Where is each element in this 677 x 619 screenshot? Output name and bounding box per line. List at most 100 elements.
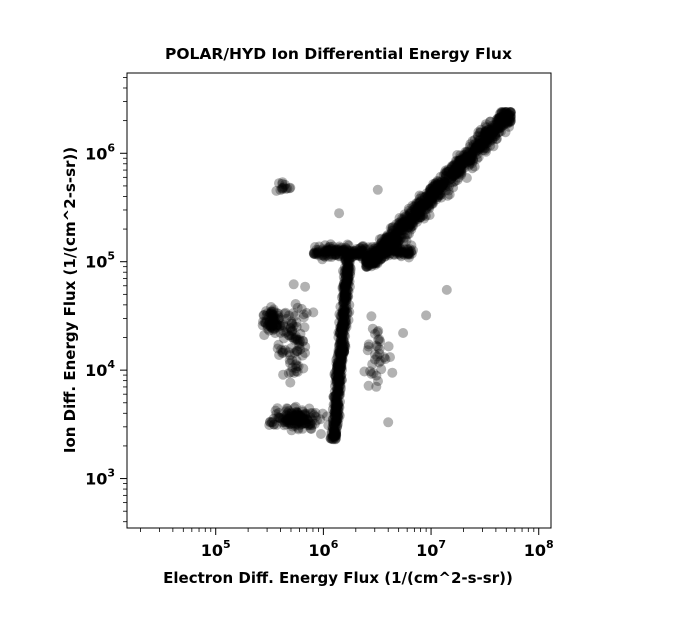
data-point — [400, 216, 411, 227]
data-point — [405, 222, 416, 233]
data-point — [414, 204, 425, 215]
data-point — [383, 231, 394, 242]
data-point — [332, 393, 343, 404]
data-point — [425, 192, 436, 203]
data-point — [293, 416, 304, 427]
data-point — [336, 246, 347, 257]
data-point — [290, 420, 301, 431]
data-point — [387, 225, 397, 236]
data-point — [428, 187, 439, 198]
data-point — [330, 244, 341, 255]
data-point — [425, 183, 436, 194]
data-point — [428, 185, 439, 196]
data-point — [464, 151, 475, 161]
data-point — [375, 241, 386, 251]
data-point — [299, 322, 310, 333]
data-point — [378, 246, 389, 257]
data-point — [478, 140, 489, 151]
data-point — [279, 420, 290, 431]
data-point — [334, 387, 344, 398]
data-point — [311, 415, 322, 426]
data-point — [277, 346, 288, 357]
data-point — [336, 349, 347, 360]
data-point — [333, 366, 344, 377]
data-point — [494, 117, 505, 128]
data-point — [333, 373, 344, 384]
data-point — [336, 358, 347, 369]
data-point — [369, 253, 380, 264]
data-point — [383, 243, 394, 254]
data-point — [331, 423, 342, 434]
data-point — [320, 246, 331, 257]
data-point — [297, 414, 308, 425]
data-point — [505, 107, 516, 118]
data-point — [480, 119, 491, 130]
data-point — [328, 391, 339, 402]
data-point — [328, 423, 339, 434]
data-point — [482, 127, 493, 138]
data-point — [447, 171, 458, 182]
data-point — [340, 314, 351, 325]
data-point — [392, 237, 403, 248]
data-point — [339, 262, 350, 273]
data-point — [414, 211, 425, 222]
data-point — [285, 419, 296, 430]
data-point — [355, 243, 366, 254]
data-point — [335, 338, 346, 349]
data-point — [329, 421, 340, 432]
data-point — [333, 244, 344, 255]
data-point — [370, 253, 381, 264]
data-point — [305, 419, 316, 430]
data-point — [484, 134, 494, 145]
data-point — [357, 254, 368, 264]
data-point — [297, 418, 308, 429]
data-point — [331, 354, 342, 365]
data-point — [434, 188, 445, 199]
data-point — [482, 134, 493, 144]
data-point — [297, 405, 308, 416]
data-point — [355, 243, 366, 254]
data-point — [494, 118, 505, 128]
data-point — [269, 419, 279, 430]
data-point — [335, 386, 346, 397]
data-point — [264, 325, 275, 336]
data-point — [455, 160, 466, 171]
data-point — [404, 212, 415, 223]
data-point — [339, 244, 349, 255]
data-point — [264, 309, 275, 320]
data-point — [292, 335, 303, 346]
data-point — [413, 196, 424, 207]
data-point — [280, 179, 290, 190]
data-point — [505, 112, 516, 123]
data-point — [405, 216, 416, 227]
data-point — [460, 152, 471, 163]
data-point — [366, 247, 377, 258]
data-point — [339, 306, 350, 317]
data-point — [494, 122, 505, 133]
y-axis-label: Ion Diff. Energy Flux (1/(cm^2-s-sr)) — [61, 147, 79, 453]
data-point — [289, 414, 300, 425]
data-point — [330, 415, 341, 426]
data-point — [358, 246, 369, 257]
data-point — [376, 246, 387, 257]
data-point — [414, 190, 425, 201]
data-point — [357, 248, 368, 259]
data-point — [395, 243, 406, 254]
data-point — [286, 407, 297, 418]
data-point — [373, 242, 384, 253]
data-point — [446, 162, 457, 173]
data-point — [391, 219, 402, 230]
data-point — [424, 203, 435, 214]
data-point — [370, 258, 381, 269]
data-point — [461, 173, 472, 183]
data-point — [337, 282, 348, 292]
data-point — [266, 306, 277, 317]
data-point — [319, 251, 330, 262]
data-point — [292, 302, 303, 313]
data-point — [460, 146, 471, 157]
data-point — [450, 176, 461, 187]
data-point — [345, 269, 356, 280]
data-point — [469, 134, 480, 145]
data-point — [372, 256, 383, 267]
data-point — [465, 155, 476, 166]
